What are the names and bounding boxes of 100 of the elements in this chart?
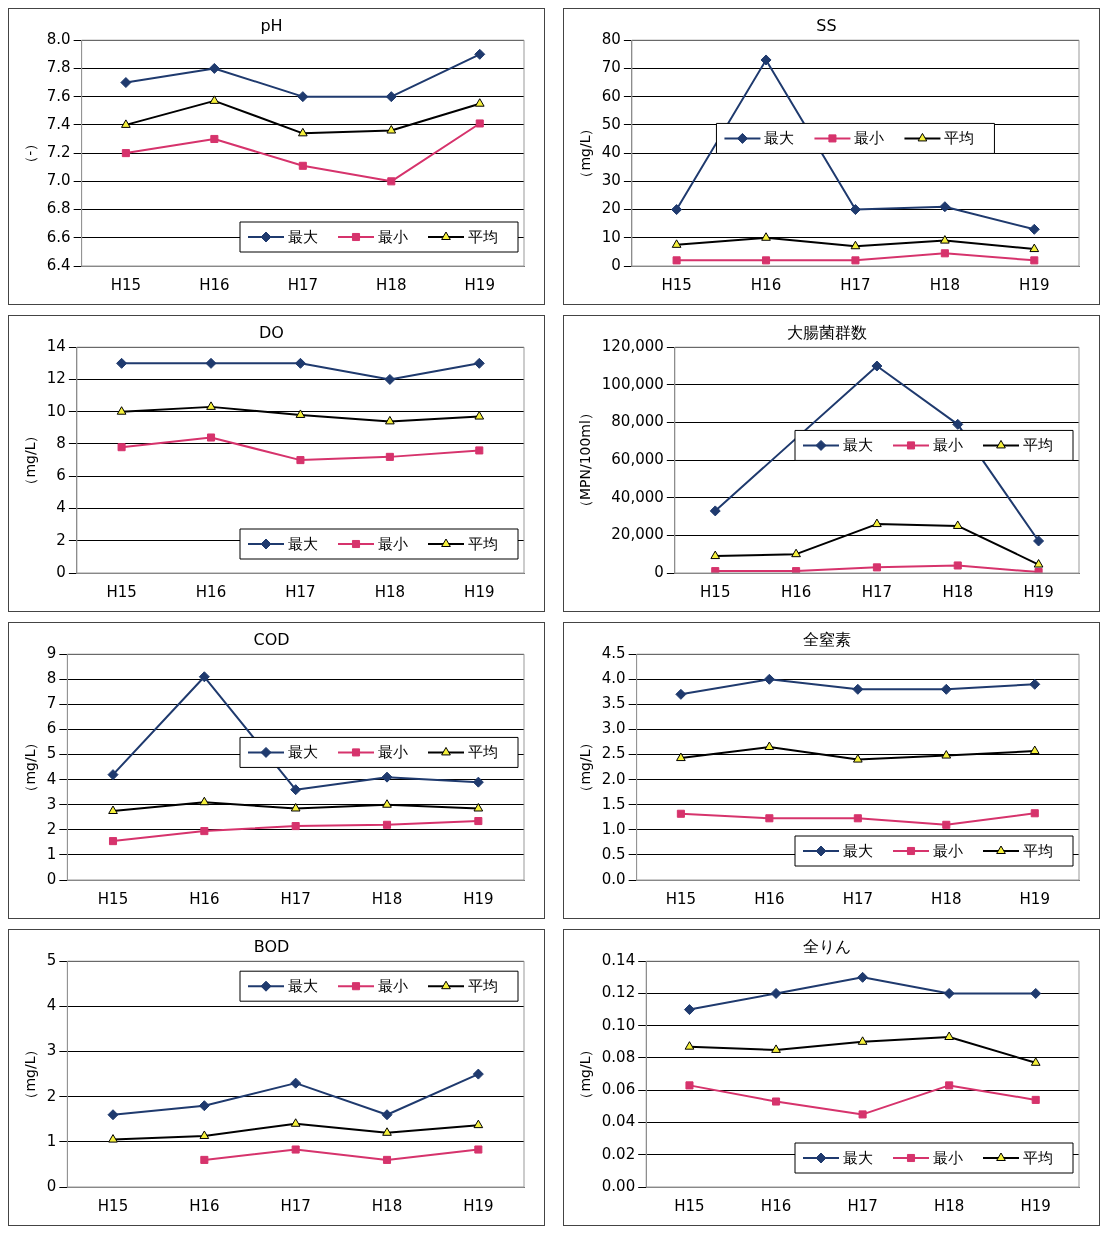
x-tick-label: H17: [287, 275, 319, 294]
point: [771, 1044, 781, 1053]
point: [943, 987, 955, 999]
y-tick-label: 0.06: [601, 1080, 636, 1099]
y-axis-title: （mg/L）: [22, 735, 39, 799]
y-tick-label: 4.0: [601, 669, 626, 688]
point: [770, 987, 782, 999]
y-axis-title: （MPN/100ml）: [577, 406, 594, 515]
point: [760, 54, 772, 66]
legend-label: 平均: [468, 977, 498, 996]
y-tick-label: 10: [601, 227, 621, 246]
point: [1033, 535, 1045, 547]
legend-label: 最小: [378, 227, 408, 246]
point: [1030, 256, 1039, 265]
x-tick-label: H18: [371, 889, 403, 908]
y-tick-label: 9: [46, 644, 57, 663]
y-tick-label: 2: [56, 530, 66, 549]
point: [940, 235, 950, 244]
point: [1029, 745, 1040, 755]
x-tick-label: H19: [1023, 582, 1054, 601]
y-axis-title: （-）: [22, 136, 39, 170]
x-tick-label: H15: [97, 889, 129, 908]
point: [298, 127, 308, 137]
x-tick-label: H19: [1020, 1196, 1051, 1215]
x-tick-label: H18: [942, 582, 973, 601]
y-tick-label: 0.00: [601, 1176, 636, 1195]
point: [209, 95, 220, 104]
point: [473, 357, 485, 369]
point: [116, 406, 127, 415]
y-tick-label: 0.04: [601, 1112, 636, 1131]
legend-label: 最小: [378, 977, 408, 996]
point: [683, 1004, 695, 1016]
legend-label: 最大: [288, 227, 318, 246]
legend-label: 最小: [933, 1148, 963, 1167]
point: [709, 505, 721, 517]
x-tick-label: H17: [847, 1196, 878, 1215]
y-tick-label: 7.6: [46, 86, 71, 105]
point: [940, 683, 952, 695]
x-tick-label: H19: [1019, 889, 1050, 908]
y-tick-label: 30: [601, 171, 621, 190]
y-tick-label: 2.0: [601, 769, 626, 788]
point: [116, 357, 128, 369]
point: [381, 1109, 393, 1121]
x-tick-label: H16: [199, 275, 230, 294]
point: [942, 820, 951, 829]
point: [872, 563, 881, 572]
y-tick-label: 12: [46, 369, 66, 388]
y-tick-label: 0.08: [601, 1047, 636, 1066]
x-tick-label: H16: [189, 889, 220, 908]
point: [387, 177, 396, 186]
legend-label: 平均: [468, 743, 498, 762]
point: [684, 1041, 695, 1050]
point: [295, 409, 306, 418]
point: [200, 1155, 209, 1164]
legend-label: 最大: [764, 129, 795, 148]
x-tick-label: H19: [463, 889, 494, 908]
point: [108, 805, 118, 815]
y-tick-label: 0.14: [601, 951, 636, 970]
y-tick-label: 2: [46, 819, 57, 838]
y-tick-label: 4: [46, 996, 57, 1015]
point: [764, 741, 775, 751]
y-tick-label: 0.0: [601, 869, 626, 888]
y-tick-label: 1.5: [601, 794, 626, 813]
x-tick-label: H15: [700, 582, 731, 601]
point: [108, 837, 118, 846]
y-axis-title: （mg/L）: [22, 1042, 39, 1106]
y-tick-label: 8: [56, 433, 66, 452]
point: [107, 1109, 119, 1121]
y-tick-label: 3: [46, 794, 57, 813]
x-tick-label: H16: [780, 582, 812, 601]
point: [198, 1100, 210, 1112]
point: [385, 452, 394, 461]
point: [1031, 1095, 1040, 1104]
y-axis-title: （mg/L）: [577, 735, 594, 799]
chart-title: 大腸菌群数: [786, 322, 867, 342]
legend-label: 平均: [468, 227, 498, 246]
y-tick-label: 3: [46, 1041, 57, 1060]
x-tick-label: H16: [750, 275, 782, 294]
x-tick-label: H16: [189, 1196, 220, 1215]
point: [940, 249, 949, 258]
legend-label: 最大: [843, 1148, 873, 1167]
point: [871, 360, 883, 372]
point: [108, 1134, 118, 1143]
legend-label: 最大: [288, 743, 318, 762]
x-tick-label: H15: [97, 1196, 129, 1215]
point: [475, 119, 484, 128]
point: [853, 814, 862, 823]
legend-label: 最小: [378, 743, 408, 762]
point: [1029, 243, 1040, 253]
x-tick-label: H15: [106, 582, 137, 601]
point: [685, 1081, 694, 1090]
legend-label: 平均: [468, 534, 498, 553]
y-tick-label: 100,000: [601, 374, 664, 393]
point: [291, 822, 300, 831]
x-tick-label: H16: [195, 582, 227, 601]
chart-title: COD: [253, 629, 290, 649]
point: [206, 401, 216, 410]
y-tick-label: 80: [601, 30, 621, 49]
point: [761, 256, 771, 265]
point: [290, 803, 301, 812]
